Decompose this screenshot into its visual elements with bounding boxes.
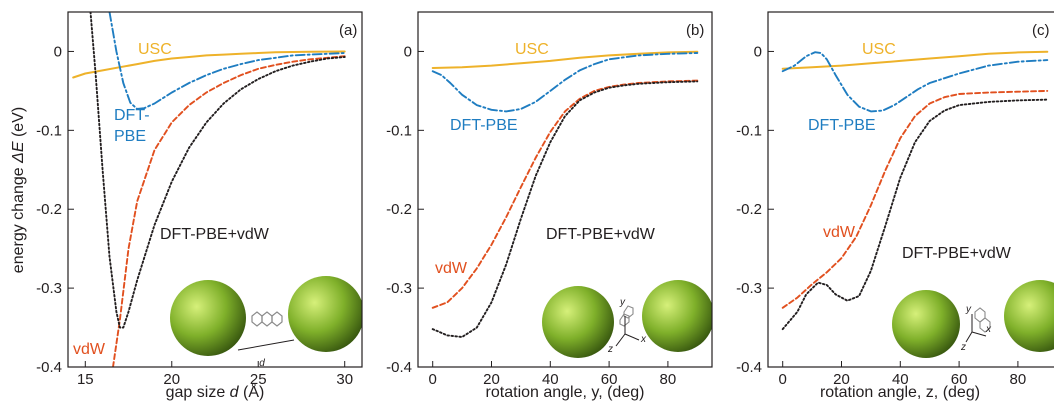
axes-triad-icon xyxy=(615,316,640,347)
y-tick-label: -0.1 xyxy=(386,122,412,139)
nanoparticle-right xyxy=(642,280,712,352)
nanoparticle-left xyxy=(542,286,614,358)
panel-a-x-ticks: 15 20 25 30 xyxy=(77,361,353,388)
y-tick-label: -0.1 xyxy=(36,122,62,139)
panel-b-y-ticks: 0 -0.1 -0.2 -0.3 -0.4 xyxy=(386,43,424,376)
y-tick-label: -0.2 xyxy=(36,201,62,218)
x-tick-label: 80 xyxy=(660,371,677,388)
series-line-dft-pbe-vdw xyxy=(431,80,699,338)
series-line-dft-pbe-vdw xyxy=(89,12,346,329)
y-tick-label: -0.1 xyxy=(736,122,762,139)
panel-a-inset: d xyxy=(170,276,362,369)
panel-c-x-ticks: 0 20 40 60 80 xyxy=(779,361,1027,388)
panel-b-label-dftpbe-vdw: DFT-PBE+vdW xyxy=(546,226,656,243)
molecule-icon xyxy=(974,307,991,333)
x-tick-label: 30 xyxy=(336,371,353,388)
y-tick-label: -0.4 xyxy=(36,359,62,376)
x-tick-label: 20 xyxy=(483,371,500,388)
panel-c-inset: y x z xyxy=(892,280,1054,358)
panel-c-frame xyxy=(767,11,1054,368)
panel-a-label-vdw: vdW xyxy=(73,341,106,358)
y-tick-label: -0.4 xyxy=(736,359,762,376)
series-line-dft-pbe xyxy=(108,12,346,110)
x-tick-label: 80 xyxy=(1010,371,1027,388)
panel-c-label-usc: USC xyxy=(862,41,896,58)
molecule-icon xyxy=(619,305,634,327)
x-tick-label: 40 xyxy=(542,371,559,388)
axes-triad-icon xyxy=(965,314,987,343)
y-tick-label: -0.4 xyxy=(386,359,412,376)
panel-c-y-ticks: 0 -0.1 -0.2 -0.3 -0.4 xyxy=(736,43,774,376)
x-tick-label: 40 xyxy=(892,371,909,388)
panel-b-letter: (b) xyxy=(686,22,704,39)
nanoparticle-right xyxy=(288,276,362,352)
panel-c-letter: (c) xyxy=(1032,22,1050,39)
series-line-vdw xyxy=(112,55,346,367)
panel-b: 0 -0.1 -0.2 -0.3 -0.4 0 20 40 60 80 y x z USC DF… xyxy=(386,11,713,401)
panel-b-label-usc: USC xyxy=(515,41,549,58)
series-line-dft-pbe xyxy=(431,52,699,113)
series-line-vdw xyxy=(431,79,699,309)
nanoparticle-left xyxy=(170,280,246,356)
panel-a-label-dftpbe-2: PBE xyxy=(114,128,146,145)
y-tick-label: -0.3 xyxy=(386,280,412,297)
series-line-usc xyxy=(72,50,346,79)
series-line-usc xyxy=(781,50,1049,70)
inset-axis-x: x xyxy=(985,324,992,335)
series-line-dft-pbe-vdw xyxy=(781,98,1049,331)
panel-b-x-axis-title: rotation angle, y, (deg) xyxy=(486,384,645,401)
y-tick-label: -0.2 xyxy=(736,201,762,218)
panel-a-label-usc: USC xyxy=(138,41,172,58)
panel-c-curves xyxy=(781,50,1049,331)
x-tick-label: 0 xyxy=(429,371,437,388)
x-tick-label: 25 xyxy=(250,371,267,388)
panel-b-label-vdw: vdW xyxy=(435,260,468,277)
panel-c-x-axis-title: rotation angle, z, (deg) xyxy=(820,384,980,401)
panel-a: 0 -0.1 -0.2 -0.3 -0.4 15 20 25 30 d USC DFT- PB… xyxy=(36,11,363,401)
series-line-vdw xyxy=(781,89,1049,309)
gap-indicator xyxy=(237,339,295,351)
series-line-usc xyxy=(431,50,699,69)
y-axis-title: energy change ΔE (eV) xyxy=(10,107,27,273)
y-tick-label: 0 xyxy=(54,43,62,60)
nanoparticle-right xyxy=(1004,280,1054,352)
panel-a-y-ticks: 0 -0.1 -0.2 -0.3 -0.4 xyxy=(36,43,74,376)
panel-b-inset: y x z xyxy=(542,280,712,358)
panel-b-x-ticks: 0 20 40 60 80 xyxy=(429,361,677,388)
y-tick-label: -0.2 xyxy=(386,201,412,218)
inset-axis-y: y xyxy=(965,304,972,315)
panel-b-frame xyxy=(417,11,713,368)
inset-axis-z: z xyxy=(607,344,613,355)
y-tick-label: -0.3 xyxy=(36,280,62,297)
panel-c-label-dftpbe-vdw: DFT-PBE+vdW xyxy=(902,245,1012,262)
y-tick-label: 0 xyxy=(404,43,412,60)
x-tick-label: 60 xyxy=(601,371,618,388)
x-tick-label: 15 xyxy=(77,371,94,388)
panel-a-x-axis-title: gap size d (Å) xyxy=(166,382,265,401)
panel-c-label-dftpbe: DFT-PBE xyxy=(808,117,876,134)
panel-b-label-dftpbe: DFT-PBE xyxy=(450,117,518,134)
panel-a-frame xyxy=(67,11,363,368)
inset-axis-x: x xyxy=(640,334,647,345)
x-tick-label: 20 xyxy=(833,371,850,388)
series-line-dft-pbe xyxy=(781,51,1049,113)
x-tick-label: 60 xyxy=(951,371,968,388)
panel-b-curves xyxy=(431,50,699,338)
nanoparticle-left xyxy=(892,290,960,358)
inset-axis-z: z xyxy=(960,342,966,353)
inset-axis-y: y xyxy=(619,297,626,308)
panel-a-letter: (a) xyxy=(339,22,357,39)
inset-gap-label: d xyxy=(259,358,265,369)
panel-c: 0 -0.1 -0.2 -0.3 -0.4 0 20 40 60 80 y x z USC DF… xyxy=(736,11,1054,401)
x-tick-label: 0 xyxy=(779,371,787,388)
y-tick-label: 0 xyxy=(754,43,762,60)
panel-a-curves xyxy=(72,12,346,367)
panel-a-label-dftpbe-1: DFT- xyxy=(114,107,150,124)
molecule-icon xyxy=(251,311,283,327)
panel-a-label-dftpbe-vdw: DFT-PBE+vdW xyxy=(160,226,270,243)
y-tick-label: -0.3 xyxy=(736,280,762,297)
panel-c-label-vdw: vdW xyxy=(823,224,856,241)
x-tick-label: 20 xyxy=(163,371,180,388)
